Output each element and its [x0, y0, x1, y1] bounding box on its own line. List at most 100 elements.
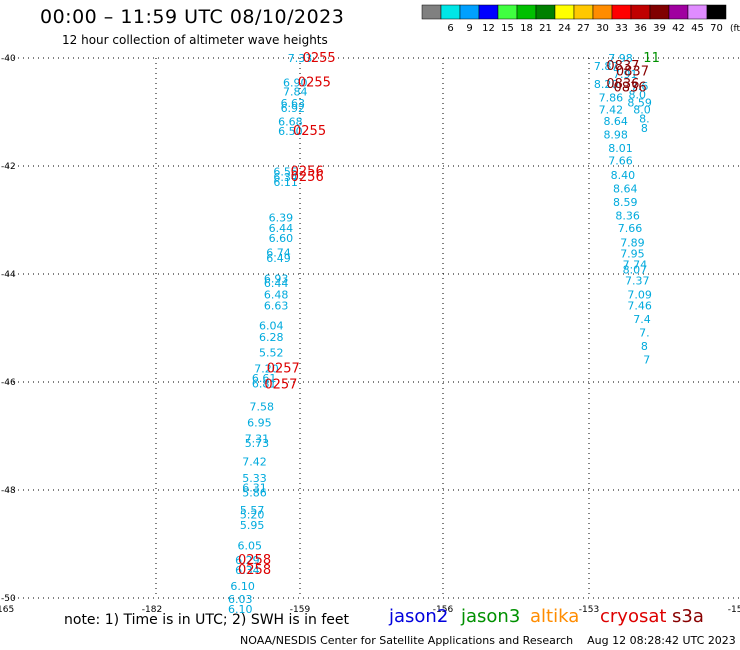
wave-height-label: 8.36 — [615, 210, 640, 223]
wave-height-label: 6.95 — [247, 417, 272, 430]
wave-height-label: 8.40 — [611, 169, 636, 182]
colorbar-tick-label: 6 — [447, 23, 453, 34]
wave-height-label: 6.90 — [283, 76, 308, 89]
wave-height-label: 6.11 — [273, 176, 298, 189]
y-tick-label: -50 — [1, 594, 16, 604]
wave-height-label: 6.63 — [264, 299, 289, 312]
colorbar-swatch — [706, 4, 727, 20]
wave-height-label: 8.59 — [627, 96, 652, 109]
pass-time-label: 0837 — [606, 59, 639, 74]
wave-height-label: 8.01 — [608, 142, 633, 155]
wave-height-label: 6.61 — [252, 372, 277, 385]
wave-height-label: 7.91 — [613, 68, 638, 81]
colorbar-tick-label: 9 — [466, 23, 472, 34]
pass-time-label: 0836 — [614, 81, 647, 96]
colorbar-swatch — [611, 4, 632, 20]
colorbar-swatch — [630, 4, 651, 20]
chart-subtitle: 12 hour collection of altimeter wave hei… — [62, 33, 328, 47]
chart-title: 00:00 – 11:59 UTC 08/10/2023 — [40, 6, 345, 28]
wave-height-label: 8.64 — [613, 183, 638, 196]
wave-height-label: 8.98 — [603, 129, 628, 142]
colorbar-swatch — [497, 4, 518, 20]
wave-height-label: 7.37 — [625, 274, 650, 287]
y-tick-label: -46 — [1, 378, 16, 388]
wave-height-label: 6.60 — [269, 232, 294, 245]
mission-cryosat: cryosat — [600, 606, 667, 627]
wave-height-label: 7.42 — [599, 103, 624, 116]
grid — [8, 57, 740, 599]
wave-height-label: 7.42 — [242, 455, 267, 468]
wave-height-label: 6.48 — [264, 289, 289, 302]
colorbar-tick-label: 42 — [672, 23, 685, 34]
x-tick-label: -182 — [142, 605, 162, 615]
colorbar-tick-label: 36 — [634, 23, 647, 34]
wave-height-label: 8.59 — [613, 196, 638, 209]
wave-height-label: 6.92 — [281, 102, 306, 115]
colorbar-swatch — [649, 4, 670, 20]
colorbar-swatch — [459, 4, 480, 20]
wave-height-label: 8 — [641, 340, 648, 353]
wave-height-label: 6.34 — [235, 564, 260, 577]
mission-s3a: s3a — [672, 606, 704, 627]
wave-height-label: 6.10 — [230, 580, 255, 593]
wave-height-label: 8.64 — [603, 115, 628, 128]
wave-height-label: 5.95 — [240, 519, 265, 532]
wave-height-label: 6.44 — [269, 222, 294, 235]
colorbar-tick-label: 30 — [596, 23, 609, 34]
colorbar-tick-label: 21 — [539, 23, 552, 34]
mission-altika: altika — [530, 606, 580, 627]
wave-height-label: 7.6 — [631, 80, 649, 93]
pass-time-label: 0836 — [606, 77, 639, 92]
pass-time-label: 0257 — [264, 378, 297, 393]
wave-height-label: 7.09 — [627, 289, 652, 302]
wave-height-label: 7.89 — [620, 237, 645, 250]
colorbar-swatch — [478, 4, 499, 20]
wave-height-label: 7.33 — [288, 52, 313, 65]
colorbar-swatch — [554, 4, 575, 20]
x-tick-label: -153 — [579, 605, 599, 615]
wave-height-label: 7.98 — [608, 52, 633, 65]
colorbar-swatch — [668, 4, 689, 20]
colorbar-swatch — [573, 4, 594, 20]
wave-height-label: 6.10 — [228, 603, 253, 616]
wave-height-label: 7 — [643, 353, 650, 366]
wave-height-label: 8.0 — [633, 103, 651, 116]
pass-time-label: 0256 — [291, 170, 324, 185]
wave-height-label: 8.07 — [623, 264, 648, 277]
wave-height-label: 6.34 — [273, 171, 298, 184]
pass-time-label: 0258 — [238, 563, 271, 578]
wave-height-label: 5.33 — [242, 472, 267, 485]
colorbar-tick-label: 24 — [558, 23, 571, 34]
colorbar-swatch — [421, 4, 442, 20]
y-tick-label: -48 — [1, 486, 16, 496]
wave-height-label: 8. — [639, 112, 650, 125]
mission-jason3: jason3 — [461, 606, 521, 627]
wave-height-label: 5.86 — [242, 487, 267, 500]
wave-height-label: 6.44 — [264, 277, 289, 290]
wave-height-label: 6.28 — [259, 331, 284, 344]
axis-tick-labels: -40 -42 -44 -46 -48 -50-165 -182 -159 -156 -153 -1… — [0, 54, 740, 615]
wave-height-label: 5.57 — [240, 504, 265, 517]
x-tick-label: -156 — [433, 605, 454, 615]
pass-time-label: 0258 — [238, 553, 271, 568]
wave-height-label: 6.93 — [264, 272, 289, 285]
colorbar-tick-label: 15 — [501, 23, 514, 34]
y-tick-label: -44 — [1, 270, 16, 280]
x-tick-label: -150 — [728, 605, 740, 615]
wave-height-label: 7. — [639, 326, 650, 339]
wave-height-label: 7.74 — [623, 258, 648, 271]
x-tick-label: -159 — [290, 605, 311, 615]
wave-height-label: 6.68 — [278, 116, 303, 129]
wave-height-label: 5.52 — [259, 346, 284, 359]
y-tick-label: -42 — [1, 162, 16, 172]
colorbar-tick-label: 27 — [577, 23, 590, 34]
wave-height-label: 6.31 — [242, 481, 267, 494]
colorbar-swatch — [535, 4, 556, 20]
wave-height-label: 7.95 — [620, 247, 645, 260]
wave-height-label: 7.86 — [599, 91, 624, 104]
wave-height-label: 7.84 — [283, 85, 308, 98]
colorbar-legend: 6 9 12 15 18 21 24 27 30 33 36 39 42 45 70 (ft) — [421, 4, 740, 34]
wave-height-label: 7.58 — [249, 400, 274, 413]
colorbar-swatch — [687, 4, 708, 20]
